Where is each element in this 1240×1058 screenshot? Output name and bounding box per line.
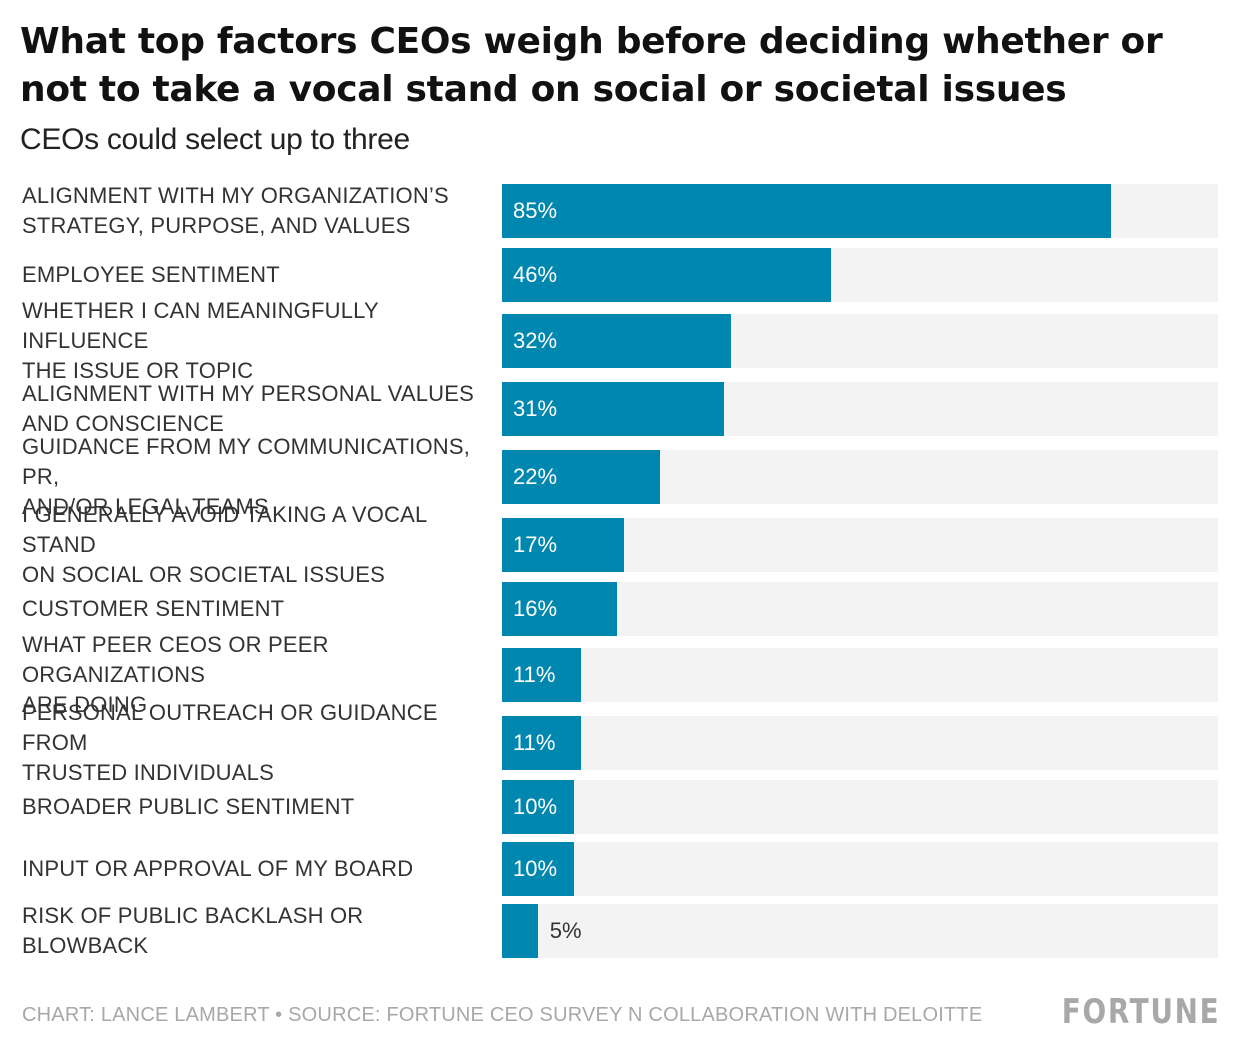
bar bbox=[502, 248, 832, 302]
chart-subtitle: CEOs could select up to three bbox=[20, 123, 410, 156]
category-label: RISK OF PUBLIC BACKLASH OR BLOWBACK bbox=[22, 903, 492, 958]
category-label: I GENERALLY AVOID TAKING A VOCAL STAND ON… bbox=[22, 502, 492, 587]
category-label: GUIDANCE FROM MY COMMUNICATIONS, PR, AND/… bbox=[22, 434, 492, 519]
bar bbox=[502, 716, 581, 770]
bar bbox=[502, 314, 732, 368]
category-label-line: WHETHER I CAN MEANINGFULLY INFLUENCE bbox=[22, 298, 379, 353]
bar-track bbox=[502, 716, 1218, 770]
value-label: 17% bbox=[513, 532, 558, 557]
bar bbox=[502, 582, 617, 636]
bar bbox=[502, 184, 1111, 238]
bar bbox=[502, 780, 574, 834]
bar-track bbox=[502, 780, 1218, 834]
category-label-line: AND/OR LEGAL TEAMS bbox=[22, 494, 269, 519]
value-label: 85% bbox=[513, 198, 558, 223]
category-label-line: EMPLOYEE SENTIMENT bbox=[22, 262, 280, 287]
value-label: 5% bbox=[549, 918, 582, 943]
category-label: WHAT PEER CEOS OR PEER ORGANIZATIONS ARE … bbox=[22, 632, 492, 717]
bar bbox=[502, 518, 624, 572]
category-label-line: PERSONAL OUTREACH OR GUIDANCE FROM bbox=[22, 700, 438, 755]
value-label: 16% bbox=[513, 596, 558, 621]
category-label-line: GUIDANCE FROM MY COMMUNICATIONS, PR, bbox=[22, 434, 471, 489]
value-label: 11% bbox=[513, 730, 556, 755]
category-label-line: BROADER PUBLIC SENTIMENT bbox=[22, 794, 355, 819]
value-label: 11% bbox=[513, 662, 556, 687]
value-label: 10% bbox=[513, 794, 558, 819]
chart-title: What top factors CEOs weigh before decid… bbox=[20, 21, 1163, 110]
fortune-logo: FORTUNE bbox=[1061, 992, 1220, 1032]
category-label-line: TRUSTED INDIVIDUALS bbox=[22, 760, 274, 785]
bar-track bbox=[502, 842, 1218, 896]
category-label: INPUT OR APPROVAL OF MY BOARD bbox=[22, 854, 492, 884]
bar-track bbox=[502, 904, 1218, 958]
bar-track bbox=[502, 582, 1218, 636]
bar bbox=[502, 648, 581, 702]
category-label: WHETHER I CAN MEANINGFULLY INFLUENCE THE … bbox=[22, 298, 492, 383]
category-label-line: RISK OF PUBLIC BACKLASH OR BLOWBACK bbox=[22, 903, 364, 958]
value-label: 10% bbox=[513, 856, 558, 881]
bar bbox=[502, 450, 660, 504]
bar bbox=[502, 382, 724, 436]
category-label-line: AND CONSCIENCE bbox=[22, 411, 225, 436]
category-label-line: ON SOCIAL OR SOCIETAL ISSUES bbox=[22, 562, 385, 587]
category-label-line: I GENERALLY AVOID TAKING A VOCAL STAND bbox=[22, 502, 427, 557]
value-label: 22% bbox=[513, 464, 558, 489]
category-label-line: CUSTOMER SENTIMENT bbox=[22, 596, 285, 621]
value-label: 31% bbox=[513, 396, 558, 421]
category-label: ALIGNMENT WITH MY PERSONAL VALUES AND CON… bbox=[22, 379, 492, 439]
value-label: 46% bbox=[513, 262, 558, 287]
category-label-line: WHAT PEER CEOS OR PEER ORGANIZATIONS bbox=[22, 632, 329, 687]
source-credit: CHART: LANCE LAMBERT • SOURCE: FORTUNE C… bbox=[22, 1004, 983, 1026]
value-label: 32% bbox=[513, 328, 558, 353]
bar bbox=[502, 842, 574, 896]
category-label: EMPLOYEE SENTIMENT bbox=[22, 260, 492, 290]
category-label: CUSTOMER SENTIMENT bbox=[22, 594, 492, 624]
category-label: PERSONAL OUTREACH OR GUIDANCE FROM TRUSTE… bbox=[22, 700, 492, 785]
category-label-line: INPUT OR APPROVAL OF MY BOARD bbox=[22, 856, 414, 881]
category-label-line: ALIGNMENT WITH MY PERSONAL VALUES bbox=[22, 381, 474, 406]
category-label: ALIGNMENT WITH MY ORGANIZATION’S STRATEGY… bbox=[22, 181, 492, 241]
bar-track bbox=[502, 648, 1218, 702]
category-label-line: STRATEGY, PURPOSE, AND VALUES bbox=[22, 213, 411, 238]
bar bbox=[502, 904, 538, 958]
category-label-line: ARE DOING bbox=[22, 692, 148, 717]
category-label-line: ALIGNMENT WITH MY ORGANIZATION’S bbox=[22, 183, 449, 208]
category-label-line: THE ISSUE OR TOPIC bbox=[22, 358, 254, 383]
category-label: BROADER PUBLIC SENTIMENT bbox=[22, 792, 492, 822]
